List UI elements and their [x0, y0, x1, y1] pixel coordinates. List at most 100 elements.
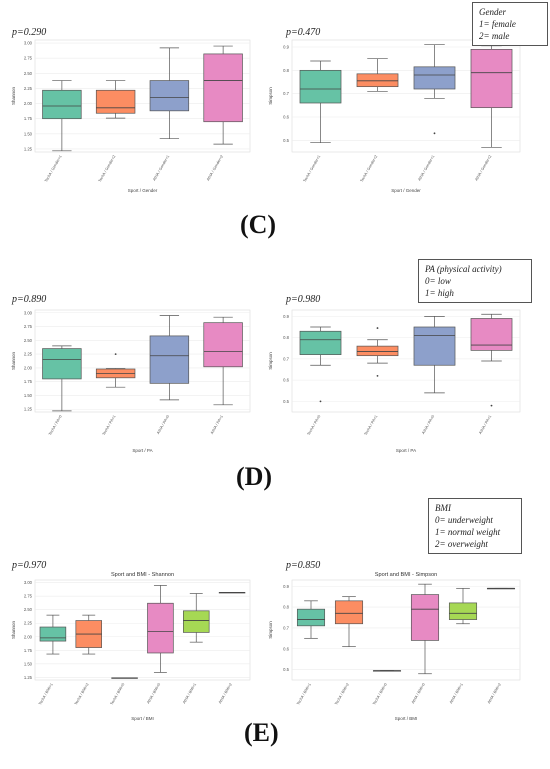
- box: [183, 610, 210, 633]
- gender-legend-item: 1= female: [479, 19, 516, 29]
- gender-legend-title: Gender: [479, 7, 506, 17]
- bmi-legend-title: BMI: [435, 503, 451, 513]
- box: [147, 602, 174, 654]
- bmi-legend-item: 1= normal weight: [435, 527, 501, 537]
- x-tick-label: TechA / Gender=1: [303, 155, 322, 183]
- x-tick-label: AthlA / PA=1: [478, 415, 492, 435]
- outlier-point: [376, 374, 379, 377]
- y-tick-label: 0.5: [283, 399, 289, 404]
- y-axis-label: Shannon: [11, 352, 16, 371]
- y-tick-label: 0.7: [283, 91, 289, 96]
- y-tick-label: 2.25: [24, 86, 33, 91]
- y-tick-label: 0.8: [283, 605, 289, 610]
- chart-title: Sport and BMI - Simpson: [375, 572, 438, 578]
- outlier-point: [319, 400, 322, 403]
- y-tick-label: 1.75: [24, 648, 33, 653]
- x-tick-label: AthlA / BMI=2: [218, 683, 233, 705]
- box: [149, 80, 190, 112]
- pa-legend-title: PA (physical activity): [425, 264, 502, 274]
- y-tick-label: 2.50: [24, 607, 33, 612]
- y-tick-label: 2.00: [24, 101, 33, 106]
- y-axis-label: Simpson: [268, 352, 273, 370]
- pa-legend: PA (physical activity) 0= low 1= high: [418, 259, 532, 303]
- x-tick-label: TechA / BMI=0: [110, 683, 126, 706]
- y-tick-label: 0.5: [283, 138, 289, 143]
- y-axis-label: Shannon: [11, 621, 16, 640]
- box: [413, 66, 456, 90]
- box: [149, 335, 190, 384]
- y-tick-label: 2.75: [24, 594, 33, 599]
- box: [42, 348, 82, 380]
- chart-6: 0.5 0.6 0.7 0.8 0.9 Simpson Sport and BMI - Si…: [268, 572, 521, 721]
- chart-2: 0.5 0.6 0.7 0.8 0.9 Simpson TechA / Gender=1 Te…: [268, 39, 521, 193]
- outlier-point: [114, 353, 117, 356]
- x-tick-label: AthlA / BMI=0: [411, 683, 426, 705]
- panel-label-e: (E): [244, 718, 279, 747]
- x-tick-label: AthlA / Gender=1: [417, 155, 435, 182]
- box: [95, 89, 136, 114]
- y-tick-label: 1.75: [24, 116, 33, 121]
- y-tick-label: 0.6: [283, 115, 289, 120]
- y-tick-label: 0.7: [283, 625, 289, 630]
- x-tick-label: TechA / PA=1: [364, 415, 379, 437]
- x-tick-label: TechA / BMI=1: [296, 683, 312, 706]
- chart-4: 0.5 0.6 0.7 0.8 0.9 Simpson TechA / PA=0 TechA …: [268, 309, 521, 453]
- x-tick-label: TechA / PA=0: [307, 415, 322, 437]
- y-tick-label: 0.5: [283, 667, 289, 672]
- x-axis-label: Sport / PA: [396, 448, 416, 453]
- panel-label-d: (D): [236, 462, 273, 491]
- y-axis-label: Shannon: [11, 87, 16, 106]
- box: [334, 600, 364, 625]
- panel-label-c: (C): [240, 210, 277, 239]
- x-tick-label: AthlA / PA=1: [210, 415, 224, 435]
- y-tick-label: 3.00: [24, 41, 33, 46]
- pvalue-d-left: p=0.890: [12, 294, 47, 305]
- x-axis-label: Sport / BMI: [131, 716, 154, 721]
- x-tick-label: TechA / Gender=2: [98, 155, 117, 183]
- y-tick-label: 1.25: [24, 146, 33, 151]
- x-tick-label: TechA / BMI=2: [74, 683, 90, 706]
- y-tick-label: 2.25: [24, 621, 33, 626]
- pvalue-d-right: p=0.980: [286, 294, 321, 305]
- outlier-point: [490, 404, 493, 407]
- y-axis-label: Simpson: [268, 621, 273, 639]
- pa-legend-item: 0= low: [425, 276, 451, 286]
- y-tick-label: 0.8: [283, 335, 289, 340]
- pvalue-e-left: p=0.970: [12, 560, 47, 571]
- pvalue-e-right: p=0.850: [286, 560, 321, 571]
- plot-area: [291, 579, 521, 681]
- y-tick-label: 2.50: [24, 71, 33, 76]
- y-tick-label: 3.00: [24, 580, 33, 585]
- chart-5: 1.25 1.50 1.75 2.00 2.25 2.50 2.75 3.00 Shannon S…: [11, 572, 251, 721]
- box: [448, 602, 478, 620]
- x-tick-label: TechA / BMI=2: [334, 683, 350, 706]
- y-tick-label: 0.7: [283, 356, 289, 361]
- x-tick-label: AthlA / BMI=1: [449, 683, 464, 705]
- y-tick-label: 0.6: [283, 646, 289, 651]
- box: [470, 318, 513, 351]
- pvalue-c-right: p=0.470: [286, 27, 321, 38]
- box: [413, 326, 456, 366]
- gender-legend-item: 2= male: [479, 31, 510, 41]
- x-tick-label: AthlA / PA=0: [421, 415, 435, 435]
- y-tick-label: 1.25: [24, 675, 33, 680]
- x-tick-label: TechA / BMI=0: [372, 683, 388, 706]
- y-tick-label: 2.00: [24, 634, 33, 639]
- y-tick-label: 2.75: [24, 324, 33, 329]
- box: [203, 53, 243, 123]
- x-tick-label: AthlA / BMI=2: [487, 683, 502, 705]
- y-tick-label: 0.9: [283, 314, 289, 319]
- y-axis-label: Simpson: [268, 87, 273, 105]
- box: [470, 48, 513, 109]
- box: [356, 345, 399, 357]
- x-axis-label: Sport / PA: [132, 448, 152, 453]
- box: [39, 626, 67, 642]
- y-tick-label: 2.00: [24, 365, 33, 370]
- y-tick-label: 1.50: [24, 661, 33, 666]
- x-tick-label: AthlA / BMI=0: [146, 683, 161, 705]
- bmi-legend-item: 0= underweight: [435, 515, 493, 525]
- x-axis-label: Sport / Gender: [391, 188, 421, 193]
- x-axis-label: Sport / BMI: [395, 716, 418, 721]
- y-tick-label: 1.50: [24, 131, 33, 136]
